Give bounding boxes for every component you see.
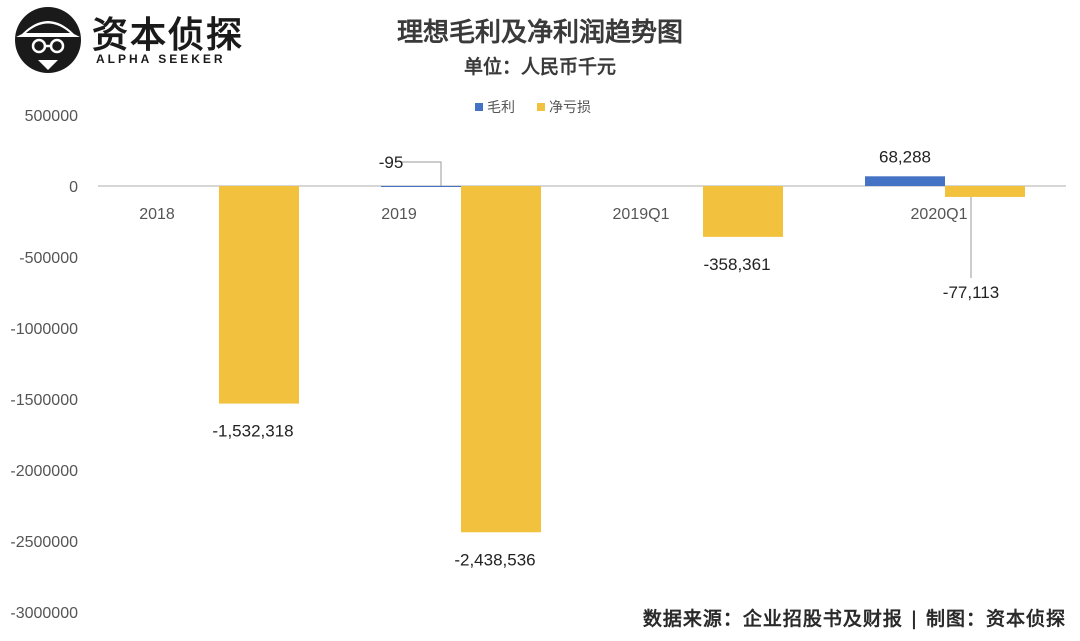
y-tick-label: -3000000	[10, 605, 78, 622]
x-tick-label: 2019	[381, 206, 417, 223]
brand-name: 资本侦探	[92, 15, 245, 56]
bar-毛利-2020Q1	[865, 176, 945, 186]
legend-label: 毛利	[487, 100, 515, 116]
brand-logo	[15, 7, 81, 73]
bar-毛利-2019	[381, 186, 461, 187]
x-tick-label: 2019Q1	[613, 206, 670, 223]
bar-净亏损-2019Q1	[703, 186, 783, 237]
chart-title: 理想毛利及净利润趋势图	[396, 18, 683, 48]
chart-subtitle: 单位：人民币千元	[463, 56, 616, 78]
bar-净亏损-2020Q1	[945, 186, 1025, 197]
detective-icon	[15, 7, 81, 73]
data-label: 68,288	[879, 147, 931, 166]
y-tick-label: -1000000	[10, 321, 78, 338]
y-tick-label: -500000	[19, 250, 78, 267]
leader-line	[401, 161, 442, 186]
y-tick-label: 0	[69, 179, 78, 196]
x-tick-label: 2018	[139, 206, 175, 223]
data-label: -2,438,536	[454, 550, 535, 569]
brand-subtitle: ALPHA SEEKER	[96, 52, 226, 66]
data-label: -1,532,318	[212, 422, 293, 441]
source-note: 数据来源：企业招股书及财报 | 制图：资本侦探	[642, 608, 1066, 630]
x-tick-label: 2020Q1	[911, 206, 968, 223]
y-tick-label: 500000	[25, 108, 78, 125]
data-label: -77,113	[943, 283, 999, 302]
y-tick-label: -1500000	[10, 392, 78, 409]
y-tick-label: -2500000	[10, 534, 78, 551]
bar-净亏损-2019	[461, 186, 541, 533]
bar-净亏损-2018	[219, 186, 299, 404]
legend-label: 净亏损	[549, 100, 591, 116]
y-tick-label: -2000000	[10, 463, 78, 480]
data-label: -95	[379, 153, 404, 172]
legend-swatch	[537, 103, 545, 111]
data-label: -358,361	[703, 255, 770, 274]
legend-swatch	[475, 103, 483, 111]
